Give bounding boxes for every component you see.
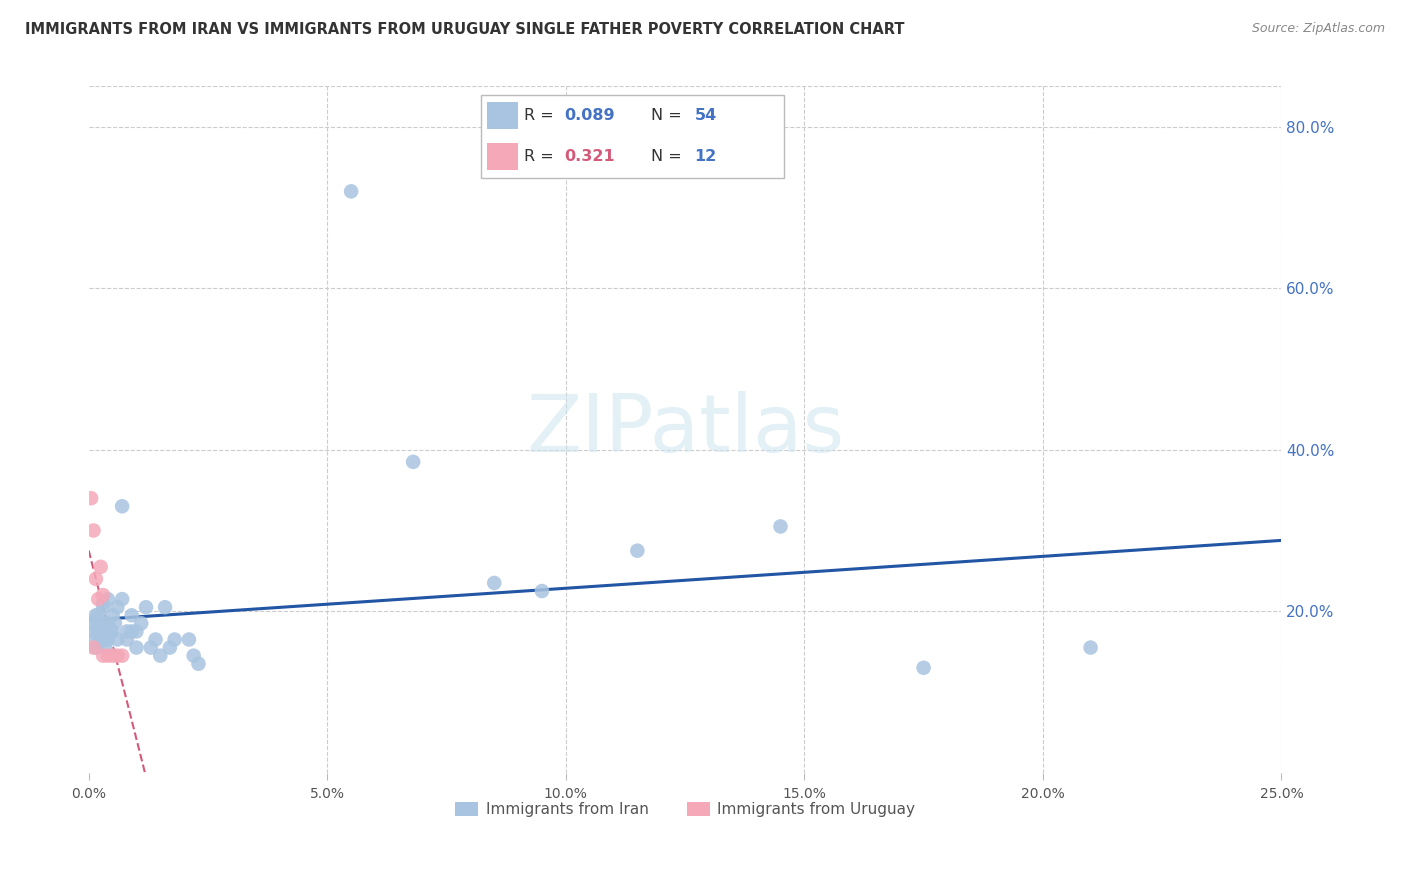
Point [121,608,143,623]
Point [149,648,172,663]
Point [484,576,506,591]
Point [84,612,107,626]
Text: 54: 54 [695,108,717,123]
Point [97,632,120,647]
Point [153,600,176,615]
Point [402,455,425,469]
Point [87,592,110,607]
Text: R =: R = [524,149,554,164]
Point [111,648,134,663]
Point [84,608,107,623]
Point [115,632,138,647]
Point [83,632,105,647]
Point [94,632,117,647]
Point [87,624,110,639]
Point [187,657,209,671]
Point [340,185,363,199]
Point [139,640,162,655]
Point [159,640,181,655]
Text: Source: ZipAtlas.com: Source: ZipAtlas.com [1251,22,1385,36]
Point [101,624,124,639]
Point [91,588,114,602]
Legend: Immigrants from Iran, Immigrants from Uruguay: Immigrants from Iran, Immigrants from Ur… [449,797,921,823]
Point [1080,640,1102,655]
Point [84,572,107,586]
Point [125,640,148,655]
Point [111,500,134,514]
Point [80,491,103,506]
Point [97,648,120,663]
FancyBboxPatch shape [481,95,785,178]
Point [912,661,935,675]
Point [111,592,134,607]
Point [135,600,157,615]
Point [91,596,114,610]
Point [177,632,200,647]
Point [80,616,103,631]
Text: ZIPatlas: ZIPatlas [526,391,844,468]
Point [84,640,107,655]
Point [530,584,553,599]
Point [91,648,114,663]
Point [104,616,127,631]
Point [90,559,112,574]
Point [87,608,110,623]
Bar [488,103,519,129]
Point [90,632,112,647]
Text: 0.321: 0.321 [565,149,616,164]
Point [101,648,124,663]
Text: 12: 12 [695,149,717,164]
Point [145,632,167,647]
Point [121,624,143,639]
Text: 0.089: 0.089 [565,108,616,123]
Text: IMMIGRANTS FROM IRAN VS IMMIGRANTS FROM URUGUAY SINGLE FATHER POVERTY CORRELATIO: IMMIGRANTS FROM IRAN VS IMMIGRANTS FROM … [25,22,905,37]
Point [90,628,112,642]
Point [97,592,120,607]
Point [115,624,138,639]
Point [83,640,105,655]
Point [626,543,648,558]
Point [129,616,152,631]
Text: N =: N = [651,108,682,123]
Point [105,600,128,615]
Point [97,616,120,631]
Text: N =: N = [651,149,682,164]
Point [91,600,114,615]
Point [105,648,128,663]
Point [125,624,148,639]
Bar [488,143,519,169]
Text: R =: R = [524,108,554,123]
Point [87,620,110,634]
Point [91,616,114,631]
Point [163,632,186,647]
Point [769,519,792,533]
Point [105,632,128,647]
Point [94,640,117,655]
Point [91,624,114,639]
Point [98,624,121,639]
Point [183,648,205,663]
Point [83,524,105,538]
Point [101,608,124,623]
Point [87,636,110,650]
Point [83,624,105,639]
